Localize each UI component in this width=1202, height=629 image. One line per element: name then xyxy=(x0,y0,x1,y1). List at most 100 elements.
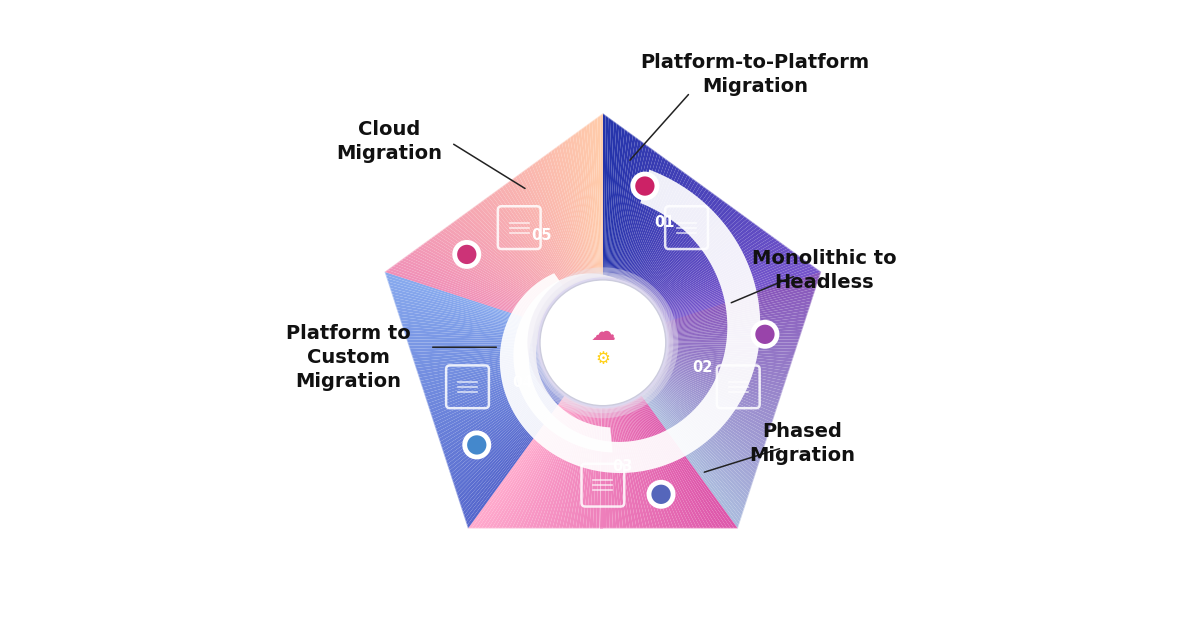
Polygon shape xyxy=(603,260,808,343)
Polygon shape xyxy=(600,343,603,528)
Polygon shape xyxy=(388,285,603,343)
Polygon shape xyxy=(434,343,603,426)
Polygon shape xyxy=(603,119,614,343)
Polygon shape xyxy=(502,184,603,343)
Circle shape xyxy=(466,434,488,455)
Polygon shape xyxy=(593,343,603,528)
Polygon shape xyxy=(603,129,627,343)
Polygon shape xyxy=(415,343,603,368)
Polygon shape xyxy=(603,343,697,528)
Polygon shape xyxy=(603,343,762,458)
Polygon shape xyxy=(433,343,603,423)
Polygon shape xyxy=(603,244,786,343)
Polygon shape xyxy=(441,343,603,448)
Polygon shape xyxy=(456,218,603,343)
Polygon shape xyxy=(603,141,644,343)
Circle shape xyxy=(456,243,477,265)
Polygon shape xyxy=(499,187,603,343)
Polygon shape xyxy=(428,238,603,343)
Polygon shape xyxy=(603,343,688,528)
Polygon shape xyxy=(542,343,603,528)
Polygon shape xyxy=(603,343,787,378)
Polygon shape xyxy=(434,234,603,343)
Polygon shape xyxy=(603,161,671,343)
Polygon shape xyxy=(424,343,603,397)
Polygon shape xyxy=(412,343,603,362)
Polygon shape xyxy=(407,342,603,346)
Polygon shape xyxy=(603,343,743,516)
Polygon shape xyxy=(471,343,603,528)
Polygon shape xyxy=(603,275,820,343)
Polygon shape xyxy=(603,343,749,496)
Polygon shape xyxy=(426,240,603,343)
Polygon shape xyxy=(456,343,603,493)
Polygon shape xyxy=(524,169,603,343)
Polygon shape xyxy=(513,274,651,452)
Polygon shape xyxy=(447,225,603,343)
Polygon shape xyxy=(451,343,603,477)
Polygon shape xyxy=(546,153,603,343)
Text: Platform to
Custom
Migration: Platform to Custom Migration xyxy=(286,323,411,391)
Polygon shape xyxy=(603,310,809,343)
Polygon shape xyxy=(603,175,690,343)
Polygon shape xyxy=(462,343,603,513)
Polygon shape xyxy=(399,317,603,343)
Polygon shape xyxy=(603,304,811,343)
Polygon shape xyxy=(412,250,603,343)
Polygon shape xyxy=(603,214,745,343)
Polygon shape xyxy=(499,343,603,528)
Text: ⚙: ⚙ xyxy=(595,350,611,367)
Polygon shape xyxy=(446,343,603,464)
Polygon shape xyxy=(603,343,727,528)
Polygon shape xyxy=(603,252,797,343)
Polygon shape xyxy=(457,343,603,496)
Polygon shape xyxy=(567,137,603,343)
Polygon shape xyxy=(603,343,756,477)
Polygon shape xyxy=(403,326,603,343)
Polygon shape xyxy=(532,163,603,343)
Polygon shape xyxy=(603,203,728,343)
Polygon shape xyxy=(463,343,603,516)
Polygon shape xyxy=(587,343,603,528)
Polygon shape xyxy=(447,343,603,467)
Polygon shape xyxy=(387,268,603,343)
Polygon shape xyxy=(603,272,821,343)
Text: 05: 05 xyxy=(531,228,552,243)
Polygon shape xyxy=(404,330,603,343)
Polygon shape xyxy=(466,343,603,525)
Polygon shape xyxy=(603,343,650,528)
Circle shape xyxy=(537,277,668,408)
Polygon shape xyxy=(532,343,603,528)
Text: 02: 02 xyxy=(692,360,713,376)
Polygon shape xyxy=(439,343,603,442)
Polygon shape xyxy=(477,203,603,343)
Polygon shape xyxy=(603,343,789,374)
Polygon shape xyxy=(603,258,805,343)
Polygon shape xyxy=(603,194,718,343)
Polygon shape xyxy=(603,121,617,343)
Polygon shape xyxy=(406,254,603,343)
Polygon shape xyxy=(603,343,647,528)
Polygon shape xyxy=(393,298,603,343)
Polygon shape xyxy=(409,252,603,343)
Polygon shape xyxy=(404,256,603,343)
Polygon shape xyxy=(465,343,603,522)
Polygon shape xyxy=(492,343,603,528)
Polygon shape xyxy=(432,236,603,343)
Polygon shape xyxy=(405,336,603,343)
Polygon shape xyxy=(603,226,761,343)
Polygon shape xyxy=(429,343,603,413)
Polygon shape xyxy=(603,266,816,343)
Polygon shape xyxy=(464,343,603,519)
Polygon shape xyxy=(603,165,677,343)
Polygon shape xyxy=(603,155,664,343)
Polygon shape xyxy=(526,167,603,343)
Circle shape xyxy=(532,272,673,413)
Polygon shape xyxy=(589,343,603,528)
Polygon shape xyxy=(442,343,603,455)
Polygon shape xyxy=(458,343,603,499)
Polygon shape xyxy=(603,291,815,343)
Polygon shape xyxy=(603,113,606,343)
Polygon shape xyxy=(603,343,787,381)
Polygon shape xyxy=(512,343,603,528)
